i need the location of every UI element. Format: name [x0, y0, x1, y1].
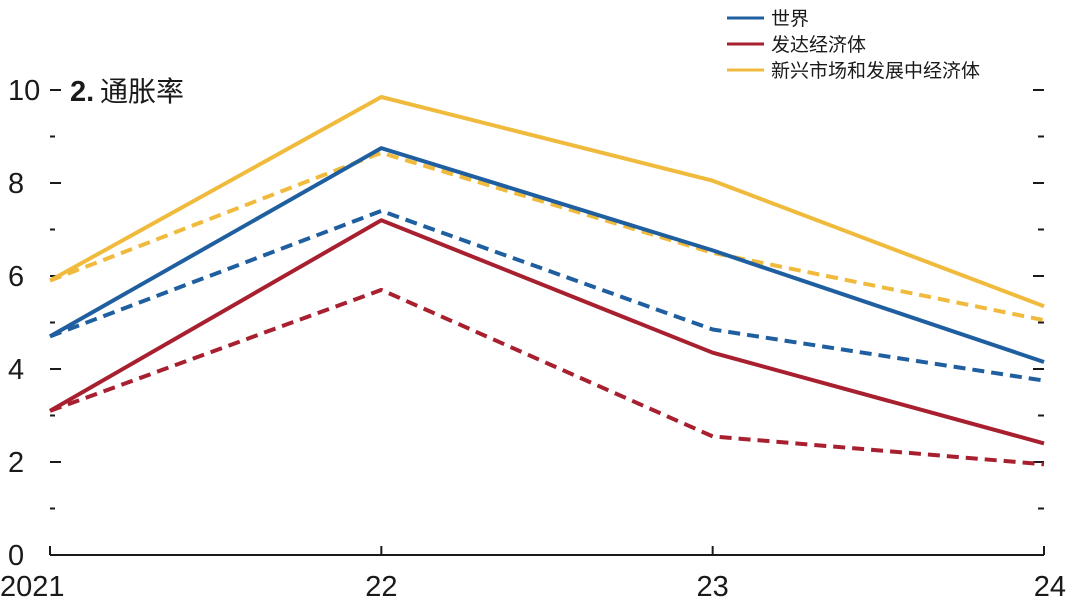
y-tick-label: 8 [8, 168, 24, 200]
legend-label: 发达经济体 [771, 34, 866, 56]
x-tick-label: 24 [1034, 571, 1066, 603]
series-line-dashed [49, 287, 1045, 467]
chart-title: 2. 通胀率 [70, 75, 184, 108]
legend-label: 新兴市场和发展中经济体 [771, 60, 980, 82]
chart-title-text: 通胀率 [100, 75, 184, 108]
series-line-dashed [49, 208, 1045, 383]
x-tick-label: 22 [365, 571, 397, 603]
series-line-solid [49, 95, 1045, 309]
series-line-solid [49, 146, 1045, 364]
series-layer [49, 95, 1045, 467]
legend-label: 世界 [771, 8, 809, 30]
y-tick-label: 6 [8, 261, 24, 293]
y-tick-label: 4 [8, 354, 24, 386]
chart-title-number: 2. [70, 76, 94, 108]
y-tick-label: 0 [8, 540, 24, 572]
x-tick-label: 2021 [0, 571, 65, 603]
series-line-dashed [49, 150, 1045, 323]
y-tick-label: 10 [8, 75, 40, 107]
y-tick-label: 2 [8, 447, 24, 479]
x-tick-label: 23 [697, 571, 729, 603]
series-line-solid [49, 218, 1045, 446]
